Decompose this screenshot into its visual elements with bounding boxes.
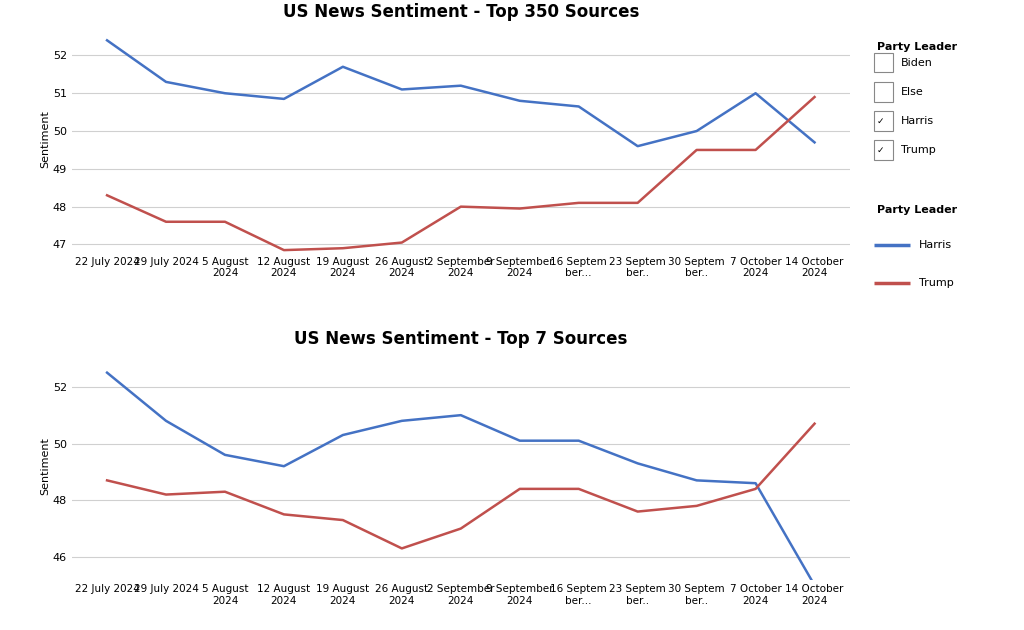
Text: Else: Else — [901, 87, 924, 97]
Text: Trump: Trump — [901, 145, 936, 155]
Bar — [874, 53, 894, 72]
Y-axis label: Sentiment: Sentiment — [40, 110, 50, 168]
Text: Harris: Harris — [901, 116, 934, 126]
Text: Biden: Biden — [901, 58, 933, 68]
Text: Trump: Trump — [919, 278, 953, 289]
Bar — [874, 140, 894, 160]
Title: US News Sentiment - Top 7 Sources: US News Sentiment - Top 7 Sources — [294, 331, 628, 348]
Bar — [874, 112, 894, 130]
Text: ✓: ✓ — [877, 146, 884, 154]
Text: Harris: Harris — [919, 239, 952, 249]
Bar — [874, 82, 894, 101]
Text: Party Leader: Party Leader — [878, 205, 957, 215]
Text: Party Leader: Party Leader — [878, 42, 957, 52]
Y-axis label: Sentiment: Sentiment — [40, 437, 50, 495]
Title: US News Sentiment - Top 350 Sources: US News Sentiment - Top 350 Sources — [283, 3, 639, 21]
Text: ✓: ✓ — [877, 117, 884, 125]
